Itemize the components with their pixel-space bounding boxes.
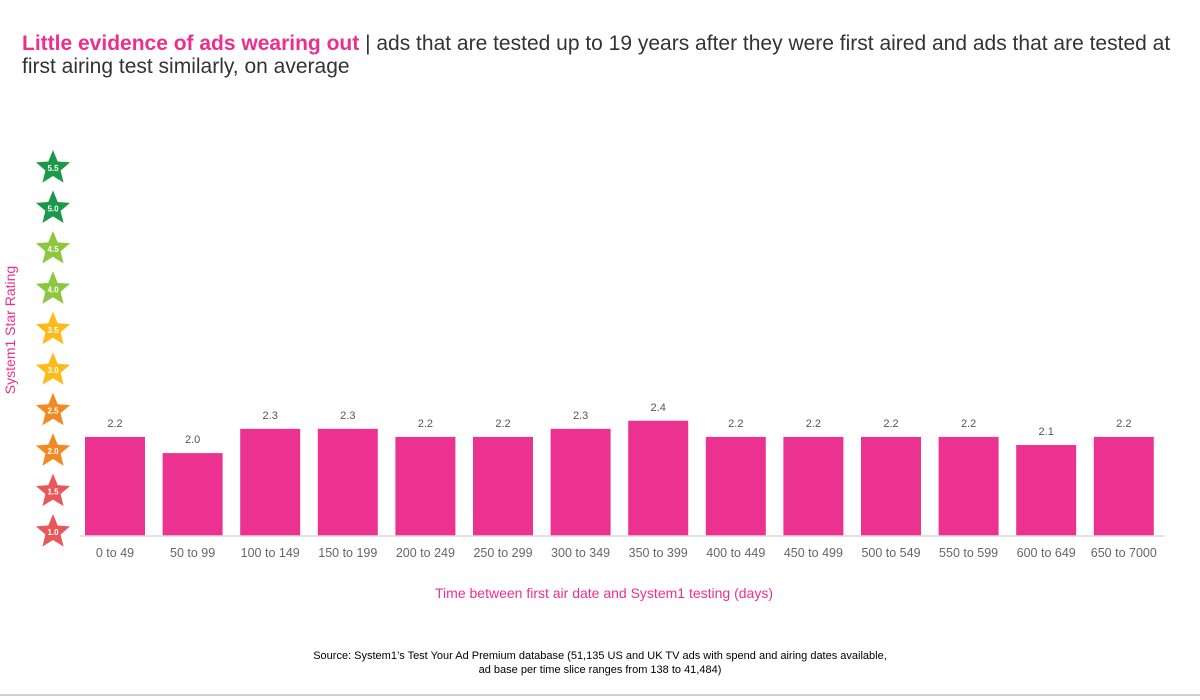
title-subtitle: ads that are tested up to 19 years after… <box>22 32 1171 78</box>
bar <box>550 428 611 536</box>
star-icon <box>35 190 71 223</box>
star-tick: 5.0 <box>35 190 71 223</box>
bar-value-label: 2.3 <box>263 410 278 422</box>
chart-title: Little evidence of ads wearing out | ads… <box>22 32 1182 78</box>
bar-group: 2.3 300 to 349 <box>550 410 611 560</box>
title-highlight: Little evidence of ads wearing out <box>22 32 360 55</box>
bar-group: 2.2 450 to 499 <box>783 418 844 560</box>
star-tick-label: 3.0 <box>47 366 59 375</box>
star-tick-label: 5.5 <box>47 164 59 173</box>
bar <box>162 453 223 536</box>
bar-value-label: 2.3 <box>340 410 355 422</box>
bar-value-label: 2.2 <box>107 418 122 430</box>
bar <box>705 436 766 536</box>
bar-group: 2.2 650 to 7000 <box>1091 418 1157 560</box>
source-line-1: Source: System1’s Test Your Ad Premium d… <box>313 650 887 662</box>
x-tick-label: 150 to 199 <box>318 546 377 560</box>
bar-group: 2.3 150 to 199 <box>317 410 378 560</box>
star-icon <box>35 392 71 426</box>
star-tick-label: 5.0 <box>47 204 59 213</box>
bar-value-label: 2.2 <box>1116 418 1131 430</box>
bar <box>783 436 844 536</box>
bar <box>938 436 999 536</box>
bars: 2.2 0 to 49 2.0 50 to 99 2.3 100 to 149 2.3 150… <box>85 402 1157 560</box>
bar-group: 2.3 100 to 149 <box>240 410 301 560</box>
bar-value-label: 2.4 <box>651 402 666 414</box>
star-tick-label: 4.5 <box>47 245 59 254</box>
star-icon <box>35 352 71 385</box>
star-tick: 4.0 <box>35 271 71 304</box>
star-axis: 5.5 5.0 4.5 4.0 3.5 3.0 2.5 2.0 1.5 1.0 <box>35 150 71 547</box>
star-tick: 5.5 <box>35 150 71 183</box>
star-tick-label: 1.0 <box>47 528 59 537</box>
x-tick-label: 400 to 449 <box>706 546 765 560</box>
star-icon <box>35 473 71 507</box>
bar-group: 2.0 50 to 99 <box>162 434 223 560</box>
star-tick: 4.5 <box>35 230 71 264</box>
star-tick-label: 4.0 <box>47 285 59 294</box>
x-tick-label: 550 to 599 <box>939 546 998 560</box>
bar-group: 2.2 250 to 299 <box>473 418 533 560</box>
x-tick-label: 100 to 149 <box>241 546 300 560</box>
bar <box>395 436 456 536</box>
star-tick-label: 3.5 <box>47 326 59 335</box>
x-tick-label: 50 to 99 <box>170 546 215 560</box>
bar-value-label: 2.1 <box>1039 426 1054 438</box>
bar-value-label: 2.2 <box>418 418 433 430</box>
bar-value-label: 2.0 <box>185 434 200 446</box>
bar-value-label: 2.2 <box>806 418 821 430</box>
bar <box>85 436 145 536</box>
star-icon <box>35 311 71 345</box>
y-axis-label: System1 Star Rating <box>2 266 18 394</box>
bar-value-label: 2.2 <box>961 418 976 430</box>
star-icon <box>35 230 71 264</box>
source-line-2: ad base per time slice ranges from 138 t… <box>478 664 722 676</box>
bar-value-label: 2.2 <box>728 418 743 430</box>
x-tick-label: 250 to 299 <box>473 546 532 560</box>
x-tick-label: 350 to 399 <box>629 546 688 560</box>
bar-group: 2.2 200 to 249 <box>395 418 456 560</box>
bar <box>628 420 689 536</box>
x-axis-label: Time between first air date and System1 … <box>435 585 773 601</box>
source-note: Source: System1’s Test Your Ad Premium d… <box>0 649 1200 677</box>
x-tick-label: 600 to 649 <box>1017 546 1076 560</box>
star-tick: 1.5 <box>35 473 71 507</box>
star-icon <box>35 150 71 183</box>
star-tick: 2.5 <box>35 392 71 426</box>
star-tick: 3.5 <box>35 311 71 345</box>
bar <box>1016 445 1077 536</box>
star-tick: 3.0 <box>35 352 71 385</box>
bar-value-label: 2.3 <box>573 410 588 422</box>
bar-value-label: 2.2 <box>495 418 510 430</box>
x-tick-label: 650 to 7000 <box>1091 546 1157 560</box>
star-tick-label: 2.0 <box>47 447 59 456</box>
x-tick-label: 0 to 49 <box>96 546 134 560</box>
bar-group: 2.2 0 to 49 <box>85 418 145 560</box>
x-tick-label: 200 to 249 <box>396 546 455 560</box>
bar-value-label: 2.2 <box>883 418 898 430</box>
bar-group: 2.4 350 to 399 <box>628 402 689 560</box>
bar <box>240 428 301 536</box>
star-icon <box>35 271 71 304</box>
bar <box>1093 436 1154 536</box>
bar-group: 2.1 600 to 649 <box>1016 426 1077 560</box>
bar <box>317 428 378 536</box>
star-tick-label: 1.5 <box>47 488 59 497</box>
bar-group: 2.2 550 to 599 <box>938 418 999 560</box>
star-tick: 1.0 <box>35 514 71 547</box>
star-icon <box>35 514 71 547</box>
bar-group: 2.2 400 to 449 <box>705 418 766 560</box>
x-tick-label: 300 to 349 <box>551 546 610 560</box>
star-tick-label: 2.5 <box>47 407 59 416</box>
star-icon <box>35 433 71 466</box>
bar <box>861 436 921 536</box>
bar <box>473 436 533 536</box>
bottom-divider <box>0 694 1200 696</box>
x-tick-label: 500 to 549 <box>861 546 920 560</box>
star-tick: 2.0 <box>35 433 71 466</box>
title-separator: | <box>359 32 377 55</box>
x-tick-label: 450 to 499 <box>784 546 843 560</box>
bar-group: 2.2 500 to 549 <box>861 418 921 560</box>
